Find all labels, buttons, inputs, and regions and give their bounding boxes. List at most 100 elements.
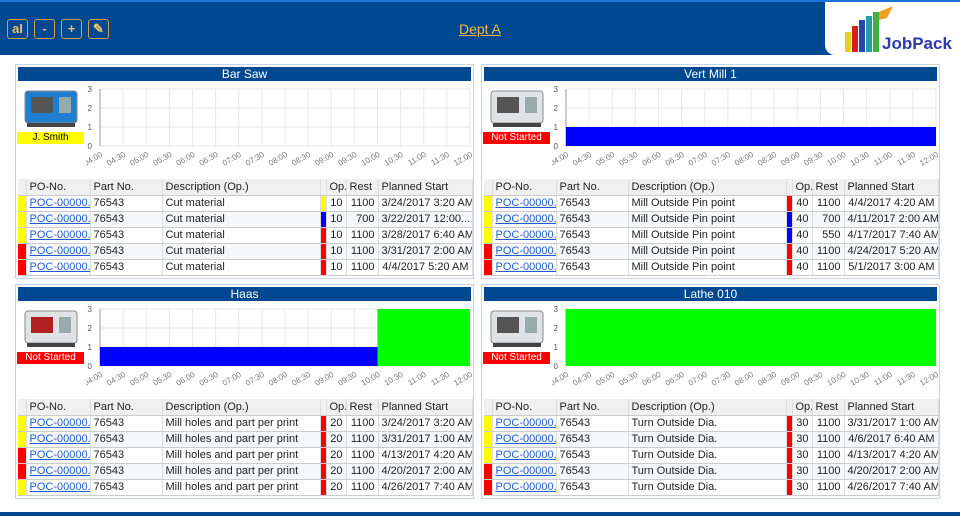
edit-button[interactable]: ✎: [88, 19, 109, 39]
column-header-rest[interactable]: Rest: [346, 179, 379, 196]
po-number-cell: POC-00000...: [26, 415, 91, 432]
x-tick-label: 08:00: [267, 370, 289, 388]
column-header-op[interactable]: Op.: [326, 399, 347, 416]
column-header-desc[interactable]: Description (Op.): [628, 179, 787, 196]
text-size-button[interactable]: aI: [7, 19, 28, 39]
column-header-part[interactable]: Part No.: [90, 399, 163, 416]
part-number-cell: 76543: [556, 479, 629, 496]
x-tick-label: 09:00: [313, 370, 335, 388]
operation-status-indicator: [320, 227, 327, 244]
po-number-link[interactable]: POC-00000...: [29, 481, 90, 493]
po-number-cell: POC-00000...: [492, 211, 557, 228]
zoom-out-button[interactable]: -: [34, 19, 55, 39]
machine-panel: Haas Not Started 0 1 2 3 04:00 04:30 05:00 05:30 0…: [15, 284, 474, 499]
x-tick-label: 10:30: [849, 150, 871, 168]
column-header-rest[interactable]: Rest: [346, 399, 379, 416]
job-status-indicator: [18, 211, 27, 228]
part-number-cell: 76543: [90, 431, 163, 448]
part-number-cell: 76543: [556, 259, 629, 276]
op-cell: 20: [326, 431, 347, 448]
po-number-link[interactable]: POC-00000...: [29, 213, 90, 225]
op-status-column-header: [320, 399, 327, 416]
column-header-po[interactable]: PO-No.: [26, 399, 91, 416]
column-header-start[interactable]: Planned Start: [378, 399, 473, 416]
status-badge: Not Started: [17, 352, 84, 364]
job-status-indicator: [484, 211, 493, 228]
operation-status-indicator: [320, 243, 327, 260]
po-number-link[interactable]: POC-00000...: [29, 197, 90, 209]
column-header-desc[interactable]: Description (Op.): [162, 399, 321, 416]
table-header-row: PO-No. Part No. Description (Op.) Op. Rest Pl…: [18, 399, 473, 416]
po-number-link[interactable]: POC-00000...: [29, 465, 90, 477]
po-number-link[interactable]: POC-00000...: [495, 465, 556, 477]
column-header-start[interactable]: Planned Start: [844, 399, 939, 416]
status-column-header: [484, 399, 493, 416]
po-number-link[interactable]: POC-00000...: [29, 229, 90, 241]
po-number-link[interactable]: POC-00000...: [29, 261, 90, 273]
x-tick-label: 11:00: [872, 150, 894, 168]
column-header-po[interactable]: PO-No.: [492, 399, 557, 416]
column-header-op[interactable]: Op.: [326, 179, 347, 196]
x-tick-label: 08:00: [733, 150, 755, 168]
op-cell: 10: [326, 195, 347, 212]
column-header-desc[interactable]: Description (Op.): [162, 179, 321, 196]
zoom-in-button[interactable]: +: [61, 19, 82, 39]
operation-status-indicator: [786, 259, 793, 276]
column-header-part[interactable]: Part No.: [556, 179, 629, 196]
column-header-desc[interactable]: Description (Op.): [628, 399, 787, 416]
po-number-link[interactable]: POC-00000...: [495, 213, 556, 225]
department-title-link[interactable]: Dept A: [458, 21, 502, 37]
po-number-link[interactable]: POC-00000...: [495, 417, 556, 429]
column-header-po[interactable]: PO-No.: [26, 179, 91, 196]
po-number-link[interactable]: POC-00000...: [495, 245, 556, 257]
planned-start-cell: 4/17/2017 7:40 AM: [844, 227, 939, 244]
po-number-link[interactable]: POC-00000...: [495, 449, 556, 461]
column-header-part[interactable]: Part No.: [90, 179, 163, 196]
operation-status-indicator: [320, 463, 327, 480]
column-header-po[interactable]: PO-No.: [492, 179, 557, 196]
column-header-op[interactable]: Op.: [792, 179, 813, 196]
rest-cell: 1100: [346, 227, 379, 244]
column-header-rest[interactable]: Rest: [812, 399, 845, 416]
column-header-start[interactable]: Planned Start: [378, 179, 473, 196]
x-tick-label: 04:00: [86, 150, 104, 168]
column-header-rest[interactable]: Rest: [812, 179, 845, 196]
po-number-link[interactable]: POC-00000...: [29, 245, 90, 257]
job-status-indicator: [484, 195, 493, 212]
machine-image: [485, 85, 549, 129]
y-tick-label: 3: [554, 305, 559, 314]
po-number-link[interactable]: POC-00000...: [495, 433, 556, 445]
po-number-link[interactable]: POC-00000...: [495, 261, 556, 273]
x-tick-label: 05:00: [128, 370, 150, 388]
op-cell: 10: [326, 243, 347, 260]
column-header-part[interactable]: Part No.: [556, 399, 629, 416]
column-header-start[interactable]: Planned Start: [844, 179, 939, 196]
po-number-link[interactable]: POC-00000...: [29, 449, 90, 461]
column-header-op[interactable]: Op.: [792, 399, 813, 416]
po-number-link[interactable]: POC-00000...: [495, 197, 556, 209]
po-number-link[interactable]: POC-00000...: [29, 433, 90, 445]
po-number-link[interactable]: POC-00000...: [495, 481, 556, 493]
po-number-link[interactable]: POC-00000...: [29, 417, 90, 429]
po-number-link[interactable]: POC-00000...: [495, 229, 556, 241]
